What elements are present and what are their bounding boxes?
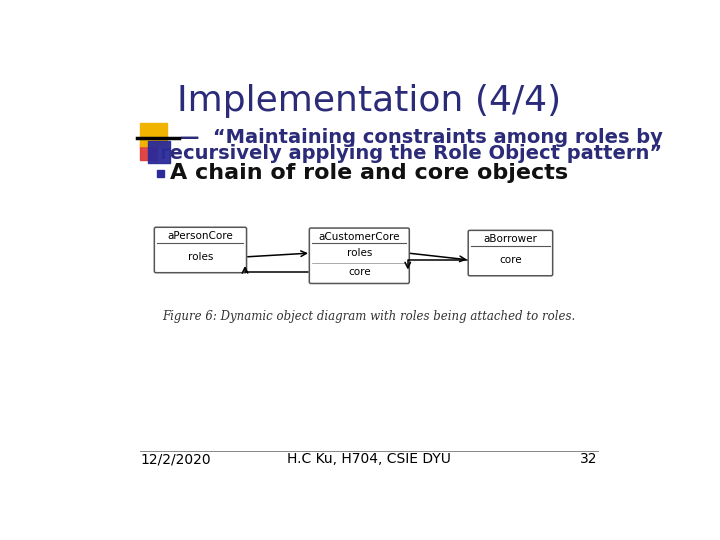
FancyBboxPatch shape	[154, 227, 246, 273]
Text: roles: roles	[188, 252, 213, 262]
Text: roles: roles	[346, 248, 372, 258]
Bar	[140, 123, 167, 146]
FancyBboxPatch shape	[310, 228, 409, 284]
Text: H.C Ku, H704, CSIE DYU: H.C Ku, H704, CSIE DYU	[287, 452, 451, 466]
Text: A chain of role and core objects: A chain of role and core objects	[170, 164, 568, 184]
Text: core: core	[499, 255, 522, 265]
Text: aBorrower: aBorrower	[484, 234, 537, 244]
Bar	[157, 170, 164, 177]
Text: core: core	[348, 267, 371, 278]
Text: recursively applying the Role Object pattern”: recursively applying the Role Object pat…	[160, 144, 662, 163]
Text: 32: 32	[580, 452, 598, 466]
Text: Implementation (4/4): Implementation (4/4)	[177, 84, 561, 118]
Text: 12/2/2020: 12/2/2020	[140, 452, 211, 466]
Bar	[148, 141, 170, 163]
Text: Figure 6: Dynamic object diagram with roles being attached to roles.: Figure 6: Dynamic object diagram with ro…	[163, 309, 575, 323]
FancyBboxPatch shape	[468, 231, 553, 276]
Bar	[140, 143, 158, 159]
Text: —  “Maintaining constraints among roles by: — “Maintaining constraints among roles b…	[180, 128, 663, 147]
Text: aCustomerCore: aCustomerCore	[318, 232, 400, 241]
Text: aPersonCore: aPersonCore	[168, 231, 233, 241]
